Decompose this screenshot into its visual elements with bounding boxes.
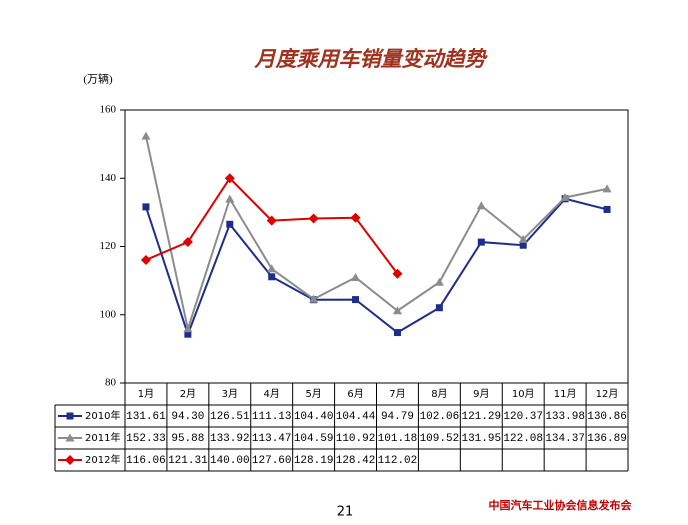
marker — [392, 268, 403, 279]
table-value: 120.37 — [503, 411, 543, 423]
y-tick-label: 80 — [105, 377, 117, 389]
x-tick-label: 4月 — [264, 388, 280, 400]
x-tick-label: 1月 — [138, 388, 154, 400]
table-value: 104.59 — [294, 433, 334, 445]
table-value: 134.37 — [545, 433, 585, 445]
marker — [393, 329, 401, 337]
x-tick-label: 12月 — [596, 388, 619, 400]
marker — [308, 213, 319, 224]
marker — [141, 131, 151, 140]
marker — [350, 212, 361, 223]
marker — [65, 433, 75, 442]
x-tick-label: 2月 — [180, 388, 196, 400]
marker — [182, 237, 193, 248]
table-value: 104.40 — [294, 411, 334, 423]
marker — [225, 194, 235, 203]
table-value: 126.51 — [210, 411, 250, 423]
marker — [142, 203, 150, 211]
unit-label: (万辆) — [83, 72, 113, 86]
table-value: 121.29 — [461, 411, 501, 423]
table-value: 136.89 — [587, 433, 627, 445]
marker — [477, 238, 485, 246]
x-tick-label: 8月 — [431, 388, 447, 400]
page-number: 21 — [337, 505, 354, 520]
y-tick-label: 100 — [100, 308, 117, 320]
marker — [226, 220, 234, 228]
x-tick-label: 5月 — [305, 388, 321, 400]
table-value: 102.06 — [420, 411, 460, 423]
marker — [435, 304, 443, 312]
x-tick-label: 7月 — [389, 388, 405, 400]
legend-label: 2010年 — [85, 409, 120, 422]
table-value: 128.19 — [294, 455, 334, 467]
table-value: 140.00 — [210, 455, 250, 467]
table-value: 131.95 — [461, 433, 501, 445]
x-tick-label: 10月 — [512, 388, 535, 400]
table-value: 133.98 — [545, 411, 585, 423]
footer: 中国汽车工业协会信息发布会 — [489, 498, 633, 512]
table-value: 111.13 — [252, 411, 292, 423]
y-tick-label: 160 — [100, 104, 117, 116]
series-line — [144, 135, 608, 333]
table-value: 112.02 — [378, 455, 418, 467]
marker — [309, 294, 319, 303]
table-value: 94.79 — [381, 411, 414, 423]
series-line — [145, 176, 399, 275]
x-tick-label: 3月 — [222, 388, 238, 400]
marker — [603, 205, 611, 213]
marker — [351, 272, 361, 281]
table-value: 133.92 — [210, 433, 250, 445]
table-value: 127.60 — [252, 455, 292, 467]
series-line — [145, 197, 608, 338]
table-value: 116.06 — [126, 455, 166, 467]
marker — [267, 264, 277, 273]
legend-label: 2011年 — [85, 431, 120, 444]
table-value: 101.18 — [378, 433, 418, 445]
y-tick-label: 140 — [100, 172, 117, 184]
table-value: 94.30 — [171, 411, 204, 423]
marker — [560, 192, 570, 201]
marker — [352, 296, 360, 304]
marker — [602, 184, 612, 193]
table-value: 113.47 — [252, 433, 292, 445]
table-value: 104.44 — [336, 411, 376, 423]
legend-label: 2012年 — [85, 453, 120, 466]
marker — [266, 215, 277, 226]
marker — [476, 201, 486, 210]
marker — [184, 330, 192, 338]
table-value: 95.88 — [171, 433, 204, 445]
marker — [183, 324, 193, 333]
marker — [66, 412, 74, 420]
table-value: 110.92 — [336, 433, 376, 445]
table-value: 121.31 — [168, 455, 208, 467]
table-value: 128.42 — [336, 455, 376, 467]
marker — [519, 241, 527, 249]
table-value: 130.86 — [587, 411, 627, 423]
table-value: 122.08 — [503, 433, 543, 445]
marker — [224, 173, 235, 184]
x-tick-label: 11月 — [554, 388, 577, 400]
marker — [518, 234, 528, 243]
marker — [392, 306, 402, 315]
marker — [65, 455, 75, 465]
table-value: 109.52 — [420, 433, 460, 445]
table-value: 131.61 — [126, 411, 166, 423]
marker — [140, 254, 151, 265]
marker — [268, 273, 276, 281]
marker — [434, 277, 444, 286]
table-value: 152.33 — [126, 433, 166, 445]
chart-title: 月度乘用车销量变动趋势 — [254, 47, 489, 71]
y-tick-label: 120 — [100, 240, 117, 252]
x-tick-label: 6月 — [347, 388, 363, 400]
x-tick-label: 9月 — [473, 388, 489, 400]
